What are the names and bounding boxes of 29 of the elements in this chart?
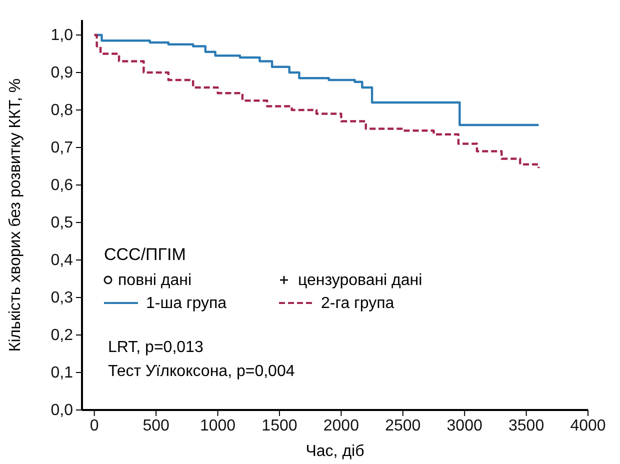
y-tick-label: 0,0 <box>50 402 74 420</box>
y-axis-title: Кількість хворих без розвитку ККТ, % <box>7 78 24 352</box>
annotation: LRT, p=0,013 <box>108 339 204 356</box>
x-tick-label: 4000 <box>570 417 606 434</box>
x-tick-label: 1000 <box>200 417 236 434</box>
y-tick-label: 0,8 <box>50 102 74 120</box>
y-tick-label: 0,2 <box>50 327 74 344</box>
y-tick-label: 0,7 <box>50 140 74 157</box>
x-tick-label: 2000 <box>323 417 360 434</box>
legend-title: ССС/ПГІМ <box>104 245 186 264</box>
y-tick-label: 0,9 <box>50 64 74 82</box>
annotation: повні дані <box>118 272 192 289</box>
y-tick-label: 0,3 <box>50 290 74 307</box>
x-tick-label: 3000 <box>446 417 482 434</box>
x-tick-label: 1500 <box>262 417 298 434</box>
annotation: цензуровані дані <box>298 272 422 289</box>
y-tick-label: 0,6 <box>50 177 74 194</box>
y-tick-label: 1,0 <box>50 27 74 44</box>
x-tick-label: 0 <box>90 417 99 434</box>
legend-label: 2-га група <box>321 295 394 312</box>
y-tick-label: 0,1 <box>50 364 74 382</box>
x-tick-label: 2500 <box>385 417 421 434</box>
x-tick-label: 3500 <box>508 417 544 434</box>
y-tick-label: 0,5 <box>50 214 74 232</box>
x-axis-title: Час, діб <box>306 443 364 460</box>
y-tick-label: 0,4 <box>50 252 74 270</box>
legend-label: 1-ша група <box>146 295 227 312</box>
x-tick-label: 500 <box>142 417 170 434</box>
annotation: Тест Уїлкоксона, p=0,004 <box>108 363 295 380</box>
